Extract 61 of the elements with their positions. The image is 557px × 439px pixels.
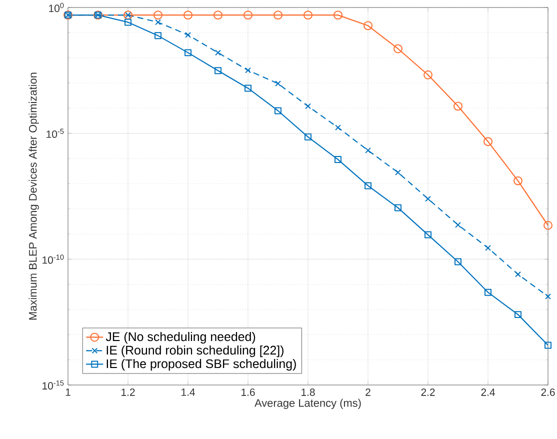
point [304,10,312,20]
point [215,50,221,56]
point [395,169,401,176]
point [185,32,191,38]
point [545,293,551,300]
x-tick-label: 2 [366,388,370,396]
point [244,10,252,20]
point [454,258,462,266]
point [184,49,192,56]
x-tick-label: 1.2 [122,388,135,396]
x-tick-label: 1.8 [302,388,315,396]
point [365,147,371,154]
legend-label: IE (Round robin scheduling [22]) [106,345,284,358]
point [154,32,162,40]
point [515,271,521,278]
point [155,19,161,26]
point [425,196,431,202]
point [394,204,402,212]
point [424,231,432,238]
point [244,84,252,92]
point [544,342,552,349]
point [274,10,282,20]
point [485,244,491,251]
point [484,288,492,296]
point [334,156,342,164]
point [214,67,222,74]
point [364,21,372,30]
point [394,44,402,54]
point [154,10,162,20]
point [124,18,132,26]
legend-label: IE (The proposed SBF scheduling) [106,358,296,371]
point [274,107,282,114]
point [334,10,342,20]
point [305,103,311,110]
y-tick-label: 10$^{-5}$ [46,128,64,138]
y-tick-label: 10$^{-10}$ [42,254,64,264]
point [245,67,251,74]
x-tick-label: 2.6 [541,388,555,396]
point [335,124,341,130]
point [184,10,192,20]
point [364,182,372,190]
point [214,10,222,20]
point [484,137,492,146]
x-axis-title: Average Latency (ms) [254,398,361,409]
point [454,102,462,111]
x-tick-label: 1.4 [182,388,195,396]
x-tick-label: 2.2 [421,388,435,396]
point [424,70,432,80]
x-tick-label: 1 [66,388,70,396]
x-tick-label: 1.6 [242,388,255,396]
y-axis-title: Maximum BLEP Among Devices After Optimization [28,72,39,320]
point [275,80,281,87]
point [544,220,552,230]
x-tick-label: 2.4 [481,388,495,396]
y-tick-label: 10$^{-15}$ [42,380,64,390]
point [514,176,522,186]
y-tick-label: 10$^{0}$ [49,2,64,12]
point [455,222,461,228]
legend-label: JE (No scheduling needed) [106,332,256,344]
point [514,311,522,318]
point [304,133,312,140]
